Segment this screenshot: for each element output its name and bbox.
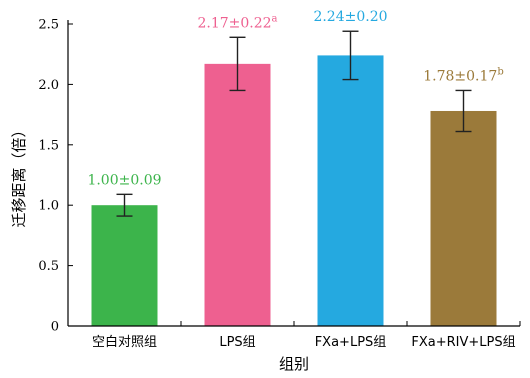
bar (317, 55, 384, 327)
data-label: 1.78±0.17b (423, 66, 503, 84)
y-tick-label: 0.5 (38, 259, 59, 274)
x-tick-label: FXa+LPS组 (315, 335, 387, 350)
error-bars (116, 30, 472, 217)
data-label: 2.24±0.20 (313, 9, 387, 25)
y-tick-label: 2.5 (38, 18, 59, 33)
data-label: 1.00±0.09 (87, 172, 161, 188)
data-label-superscript: a (272, 13, 278, 24)
data-labels: 1.00±0.09 2.17±0.22a 2.24±0.20 1.78±0.17b (87, 9, 503, 188)
y-tick-label: 0 (51, 320, 59, 335)
bar (430, 110, 497, 326)
x-tick-label: LPS组 (219, 335, 255, 350)
y-tick-label: 2.0 (38, 78, 59, 93)
y-axis-title: 迁移距离（倍） (10, 122, 28, 227)
bar (204, 63, 271, 326)
y-tick-label: 1.5 (38, 138, 59, 153)
x-tick-label: FXa+RIV+LPS组 (411, 335, 515, 350)
x-axis-title: 组别 (279, 355, 309, 373)
y-axis-ticks: 0 0.5 1.0 1.5 2.0 2.5 (38, 18, 73, 335)
y-tick-label: 1.0 (38, 199, 59, 214)
x-axis-categories: 空白对照组 LPS组 FXa+LPS组 FXa+RIV+LPS组 (92, 321, 521, 350)
data-label: 2.17±0.22a (197, 13, 277, 31)
bars (91, 55, 497, 327)
x-tick-label: 空白对照组 (92, 334, 157, 350)
bar (91, 205, 158, 326)
data-label-superscript: b (497, 66, 503, 77)
